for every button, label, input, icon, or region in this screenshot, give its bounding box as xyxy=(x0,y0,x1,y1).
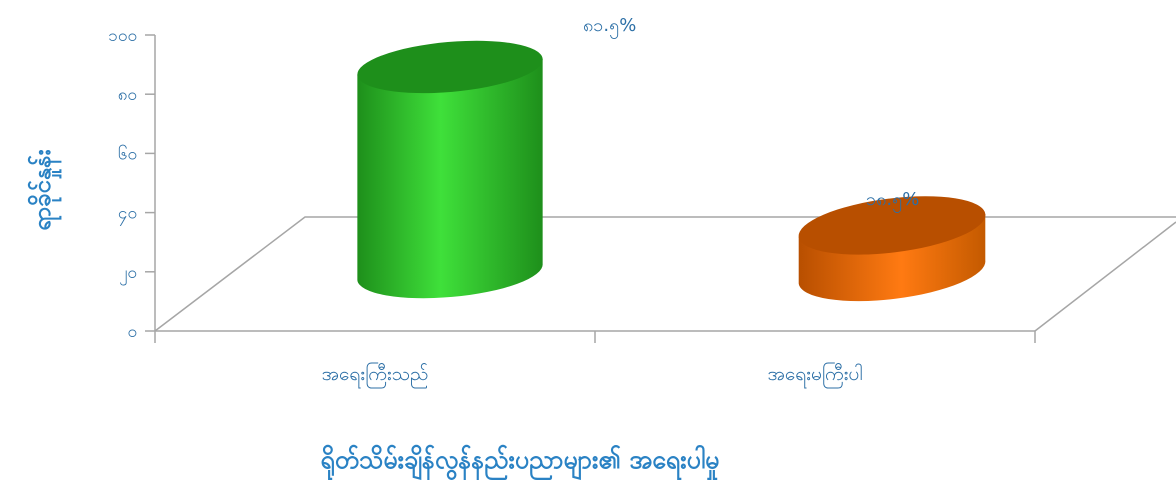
y-tick-label-2: ၄၀ xyxy=(118,204,137,227)
chart-floor xyxy=(154,216,1176,332)
y-tick-label-5: ၁၀၀ xyxy=(108,26,137,46)
data-label-0: ၈၁.၅% xyxy=(583,15,636,39)
category-label-1: အရေးမကြီးပါ xyxy=(767,361,862,389)
y-tick-label-1: ၂၀ xyxy=(119,263,137,286)
y-axis-title: ရာခိုင်နှုန်း xyxy=(27,149,62,230)
bars xyxy=(357,40,986,302)
bar-0-top xyxy=(357,40,543,94)
y-tick-label-3: ၆၀ xyxy=(118,143,137,164)
y-tick-label-0: ၀ xyxy=(127,322,137,342)
category-label-0: အရေးကြီးသည် xyxy=(322,361,429,389)
bar-1-top xyxy=(798,196,986,255)
x-axis-title: ရိုတ်သိမ်းချိန်လွန်နည်းပညာများ၏ အရေးပါမှ… xyxy=(321,445,720,480)
data-label-1: ၁၈.၅% xyxy=(866,189,919,213)
bar-0-body xyxy=(357,58,543,299)
bar-1 xyxy=(798,196,986,302)
x-axis-ticks xyxy=(154,331,1036,343)
y-tick-label-4: ၈၀ xyxy=(118,85,137,105)
bar-0 xyxy=(357,40,543,299)
y-axis-ticks: ၀ ၂၀ ၄၀ ၆၀ ၈၀ ၁၀၀ xyxy=(108,26,155,342)
